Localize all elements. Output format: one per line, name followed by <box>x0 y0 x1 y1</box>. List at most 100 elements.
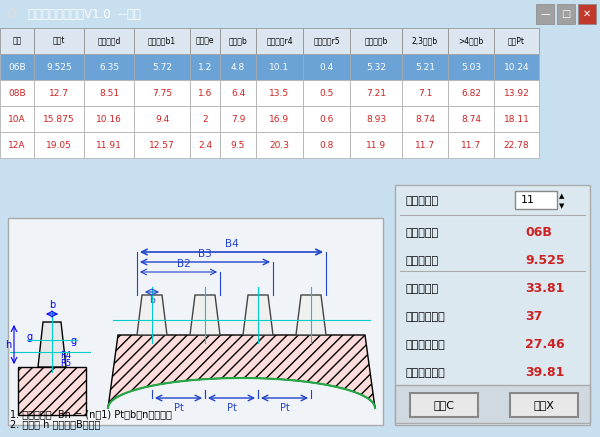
Bar <box>402 28 448 54</box>
Text: 12.57: 12.57 <box>149 141 175 149</box>
Text: R4: R4 <box>60 350 71 360</box>
Text: 2.4: 2.4 <box>198 141 212 149</box>
Text: 12.7: 12.7 <box>49 89 69 97</box>
Text: 当前节距：: 当前节距： <box>405 256 438 266</box>
Text: 0.5: 0.5 <box>319 89 334 97</box>
Bar <box>34 28 84 54</box>
Text: 7.9: 7.9 <box>231 114 245 124</box>
Bar <box>448 28 494 54</box>
Bar <box>18 367 86 415</box>
Bar <box>84 80 134 106</box>
Bar <box>510 393 578 417</box>
Bar <box>220 28 256 54</box>
Text: 齿顶圆直径：: 齿顶圆直径： <box>405 312 445 322</box>
Text: 4.8: 4.8 <box>231 62 245 72</box>
Bar <box>134 54 190 80</box>
Text: B3: B3 <box>198 249 212 259</box>
Text: 圆角半径r5: 圆角半径r5 <box>313 37 340 45</box>
Bar <box>402 132 448 158</box>
Bar <box>585 28 600 175</box>
Bar <box>350 132 402 158</box>
Bar <box>557 4 575 24</box>
Text: 11.91: 11.91 <box>96 141 122 149</box>
Bar <box>303 132 350 158</box>
Bar <box>494 106 539 132</box>
Text: 9.4: 9.4 <box>155 114 169 124</box>
Text: 9.525: 9.525 <box>525 254 565 267</box>
Bar <box>402 80 448 106</box>
Text: 1.2: 1.2 <box>198 62 212 72</box>
Bar <box>190 80 220 106</box>
Bar <box>494 28 539 54</box>
Text: 11.7: 11.7 <box>415 141 435 149</box>
Text: 22.78: 22.78 <box>503 141 529 149</box>
Bar <box>578 4 596 24</box>
Bar <box>448 54 494 80</box>
Bar <box>134 28 190 54</box>
Bar <box>350 106 402 132</box>
Text: 2: 2 <box>202 114 208 124</box>
Bar <box>494 54 539 80</box>
Bar <box>587 30 598 56</box>
Bar <box>190 54 220 80</box>
Text: 倒角宽e: 倒角宽e <box>196 37 214 45</box>
Text: 16.9: 16.9 <box>269 114 290 124</box>
Text: B2: B2 <box>176 259 190 269</box>
Bar <box>0 106 34 132</box>
Bar <box>84 106 134 132</box>
Text: □: □ <box>562 9 571 19</box>
Text: 9.525: 9.525 <box>46 62 72 72</box>
Text: 0.8: 0.8 <box>319 141 334 149</box>
Text: 6.4: 6.4 <box>231 89 245 97</box>
Bar <box>8 218 383 425</box>
Polygon shape <box>38 322 66 367</box>
Bar <box>536 4 554 24</box>
Polygon shape <box>137 295 167 335</box>
Text: 链节内宽b1: 链节内宽b1 <box>148 37 176 45</box>
Text: 8.93: 8.93 <box>366 114 386 124</box>
Text: 20.3: 20.3 <box>269 141 290 149</box>
Text: 5.72: 5.72 <box>152 62 172 72</box>
Bar <box>220 106 256 132</box>
Text: b: b <box>49 300 55 310</box>
Bar <box>395 385 590 423</box>
Text: 5.21: 5.21 <box>415 62 435 72</box>
Text: 6.35: 6.35 <box>99 62 119 72</box>
Bar <box>350 54 402 80</box>
Bar <box>84 28 134 54</box>
Text: 节圆直径：: 节圆直径： <box>405 284 438 294</box>
Bar <box>256 54 303 80</box>
Text: 8.74: 8.74 <box>415 114 435 124</box>
Text: 退出X: 退出X <box>533 400 554 410</box>
Bar <box>256 132 303 158</box>
Text: 06B: 06B <box>525 226 552 239</box>
Text: 齿根圆直径：: 齿根圆直径： <box>405 340 445 350</box>
Text: 7.1: 7.1 <box>418 89 432 97</box>
Bar <box>448 80 494 106</box>
Text: 13.92: 13.92 <box>503 89 529 97</box>
Bar <box>34 106 84 132</box>
Bar <box>350 28 402 54</box>
Text: g: g <box>71 336 77 347</box>
Text: 08B: 08B <box>8 89 26 97</box>
Text: Pt: Pt <box>227 403 236 413</box>
Text: b: b <box>149 296 155 305</box>
Bar <box>84 132 134 158</box>
Bar <box>134 80 190 106</box>
Text: h: h <box>5 340 11 350</box>
Bar <box>220 132 256 158</box>
Bar <box>34 80 84 106</box>
Bar <box>220 80 256 106</box>
Bar <box>494 80 539 106</box>
Text: ▲: ▲ <box>559 193 565 199</box>
Text: 2. 倒角深 h 仅适用于B型齿。: 2. 倒角深 h 仅适用于B型齿。 <box>10 419 100 429</box>
Text: 37: 37 <box>525 311 542 323</box>
Text: 33.81: 33.81 <box>525 282 565 295</box>
Text: 5.32: 5.32 <box>366 62 386 72</box>
Text: ⚙: ⚙ <box>6 7 19 21</box>
Text: 1.6: 1.6 <box>198 89 212 97</box>
Text: 7.75: 7.75 <box>152 89 172 97</box>
Text: 输入齿数：: 输入齿数： <box>405 196 438 206</box>
Polygon shape <box>190 295 220 335</box>
Text: 单排齿宽b: 单排齿宽b <box>364 37 388 45</box>
